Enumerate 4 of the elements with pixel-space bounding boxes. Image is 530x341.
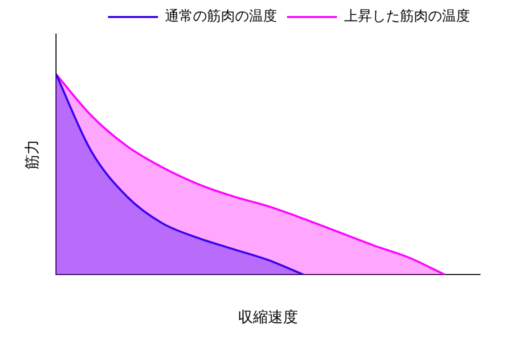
legend-label: 上昇した筋肉の温度 (344, 8, 470, 25)
legend-label: 通常の筋肉の温度 (165, 8, 277, 25)
x-axis-title: 収縮速度 (238, 308, 298, 326)
y-axis-title: 筋力 (22, 139, 41, 170)
